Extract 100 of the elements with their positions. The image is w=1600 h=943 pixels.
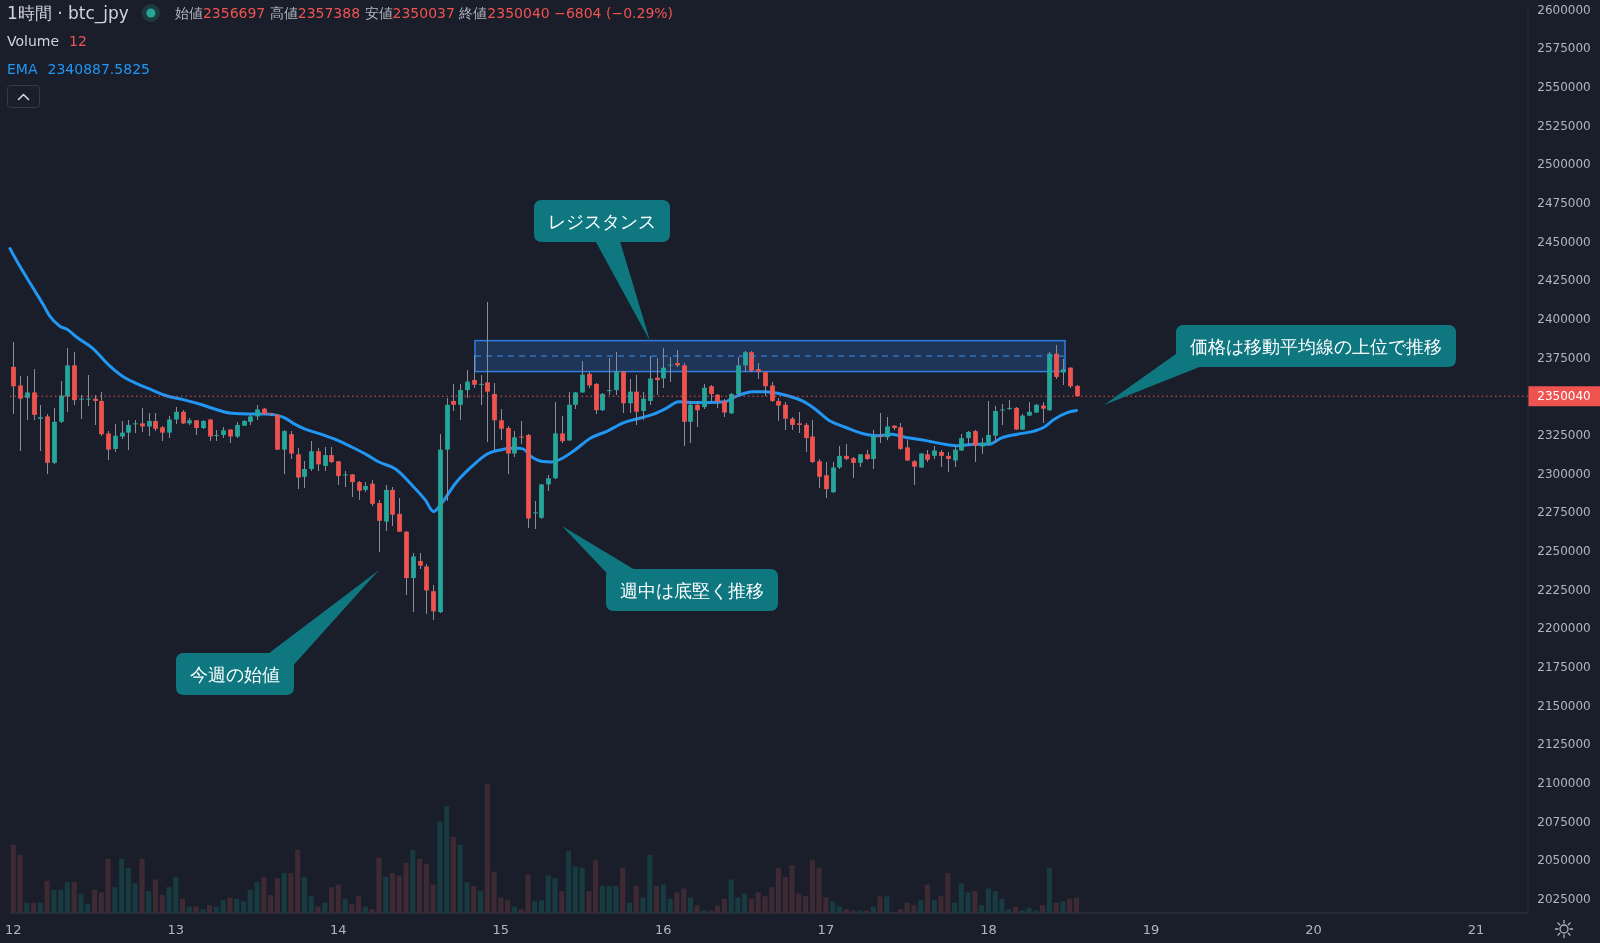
annotation: 今週の始値 bbox=[190, 663, 280, 685]
candlestick bbox=[1061, 358, 1066, 386]
y-tick-label: 2450000 bbox=[1537, 234, 1591, 249]
y-tick-label: 2225000 bbox=[1537, 582, 1591, 597]
candlestick bbox=[878, 412, 883, 444]
bar bbox=[694, 905, 700, 913]
bar bbox=[620, 867, 626, 913]
candlestick bbox=[1000, 403, 1005, 426]
candlestick bbox=[519, 420, 524, 445]
y-tick-label: 2250000 bbox=[1537, 544, 1591, 558]
candlestick bbox=[512, 430, 517, 458]
bar bbox=[566, 851, 572, 913]
bar bbox=[159, 894, 165, 913]
candlestick bbox=[309, 440, 314, 472]
bar bbox=[17, 854, 23, 913]
bar bbox=[667, 898, 673, 913]
candlestick bbox=[871, 429, 876, 470]
bar bbox=[410, 849, 416, 913]
bar bbox=[51, 889, 57, 913]
x-tick-label: 21 bbox=[1467, 921, 1485, 937]
candlestick bbox=[946, 451, 951, 473]
candlestick bbox=[397, 497, 402, 533]
candlestick bbox=[668, 356, 673, 383]
bar bbox=[653, 885, 660, 913]
bar bbox=[261, 876, 267, 913]
candlestick bbox=[628, 378, 633, 414]
bar bbox=[626, 902, 633, 913]
candlestick bbox=[499, 408, 504, 441]
bar bbox=[349, 903, 355, 913]
bar bbox=[146, 891, 152, 913]
bar bbox=[599, 885, 605, 913]
y-tick-label: 2600000 bbox=[1537, 2, 1591, 17]
bar bbox=[362, 906, 369, 913]
bar bbox=[1060, 901, 1066, 913]
bar bbox=[471, 885, 477, 913]
bar bbox=[180, 898, 186, 913]
candlestick bbox=[370, 479, 375, 507]
candlestick bbox=[783, 401, 788, 431]
bar bbox=[132, 883, 138, 913]
candlestick bbox=[282, 429, 287, 475]
y-tick-label: 2500000 bbox=[1537, 157, 1591, 172]
y-tick-label: 2050000 bbox=[1537, 853, 1591, 868]
bar bbox=[579, 867, 585, 913]
bar bbox=[660, 884, 666, 913]
candlestick bbox=[296, 447, 301, 490]
bar bbox=[836, 906, 842, 913]
bar bbox=[1053, 902, 1059, 913]
bar bbox=[234, 898, 240, 913]
bar bbox=[308, 896, 314, 913]
candlestick bbox=[472, 354, 477, 389]
x-tick-label: 12 bbox=[4, 921, 22, 937]
bar bbox=[1073, 897, 1080, 913]
candlestick bbox=[86, 374, 91, 407]
candlestick bbox=[133, 419, 138, 434]
candlestick bbox=[702, 383, 707, 410]
candlestick bbox=[411, 552, 416, 613]
candlestick bbox=[1054, 344, 1059, 380]
y-tick-label: 2125000 bbox=[1537, 737, 1591, 752]
candlestick bbox=[377, 499, 382, 553]
annotation: 価格は移動平均線の上位で推移 bbox=[1190, 335, 1442, 357]
candlestick bbox=[113, 423, 118, 453]
y-tick-label: 2300000 bbox=[1537, 466, 1591, 481]
candlestick bbox=[648, 355, 653, 406]
x-tick-label: 17 bbox=[817, 921, 835, 937]
bar bbox=[593, 860, 599, 913]
y-tick-label: 2175000 bbox=[1537, 660, 1591, 675]
candlestick bbox=[479, 374, 484, 406]
y-tick-label: 2025000 bbox=[1537, 892, 1591, 907]
bar bbox=[721, 898, 727, 913]
candlestick bbox=[885, 416, 890, 441]
candlestick bbox=[688, 400, 693, 444]
bar bbox=[863, 910, 870, 913]
bar bbox=[322, 902, 328, 913]
bar bbox=[532, 901, 538, 913]
bar bbox=[450, 836, 456, 913]
bar bbox=[267, 894, 274, 913]
bar bbox=[1067, 898, 1073, 913]
bar bbox=[1039, 905, 1046, 913]
bar bbox=[193, 906, 199, 913]
candlestick bbox=[302, 460, 307, 489]
bar bbox=[803, 896, 809, 913]
bar bbox=[417, 858, 423, 913]
bar bbox=[477, 891, 484, 913]
bar bbox=[58, 889, 64, 913]
bar bbox=[681, 888, 687, 913]
candlestick bbox=[797, 411, 802, 434]
bar bbox=[742, 893, 748, 913]
text: Volume bbox=[7, 33, 60, 49]
bar bbox=[37, 902, 43, 913]
candlestick bbox=[695, 400, 700, 428]
candlestick bbox=[79, 394, 84, 420]
bar bbox=[24, 902, 30, 913]
candlestick bbox=[614, 351, 619, 396]
bar bbox=[139, 858, 145, 913]
y-tick-label: 2475000 bbox=[1537, 195, 1591, 210]
bar bbox=[437, 821, 443, 913]
bar bbox=[979, 905, 985, 913]
bar bbox=[538, 900, 545, 913]
candlestick bbox=[1007, 399, 1012, 411]
bar bbox=[295, 849, 301, 913]
